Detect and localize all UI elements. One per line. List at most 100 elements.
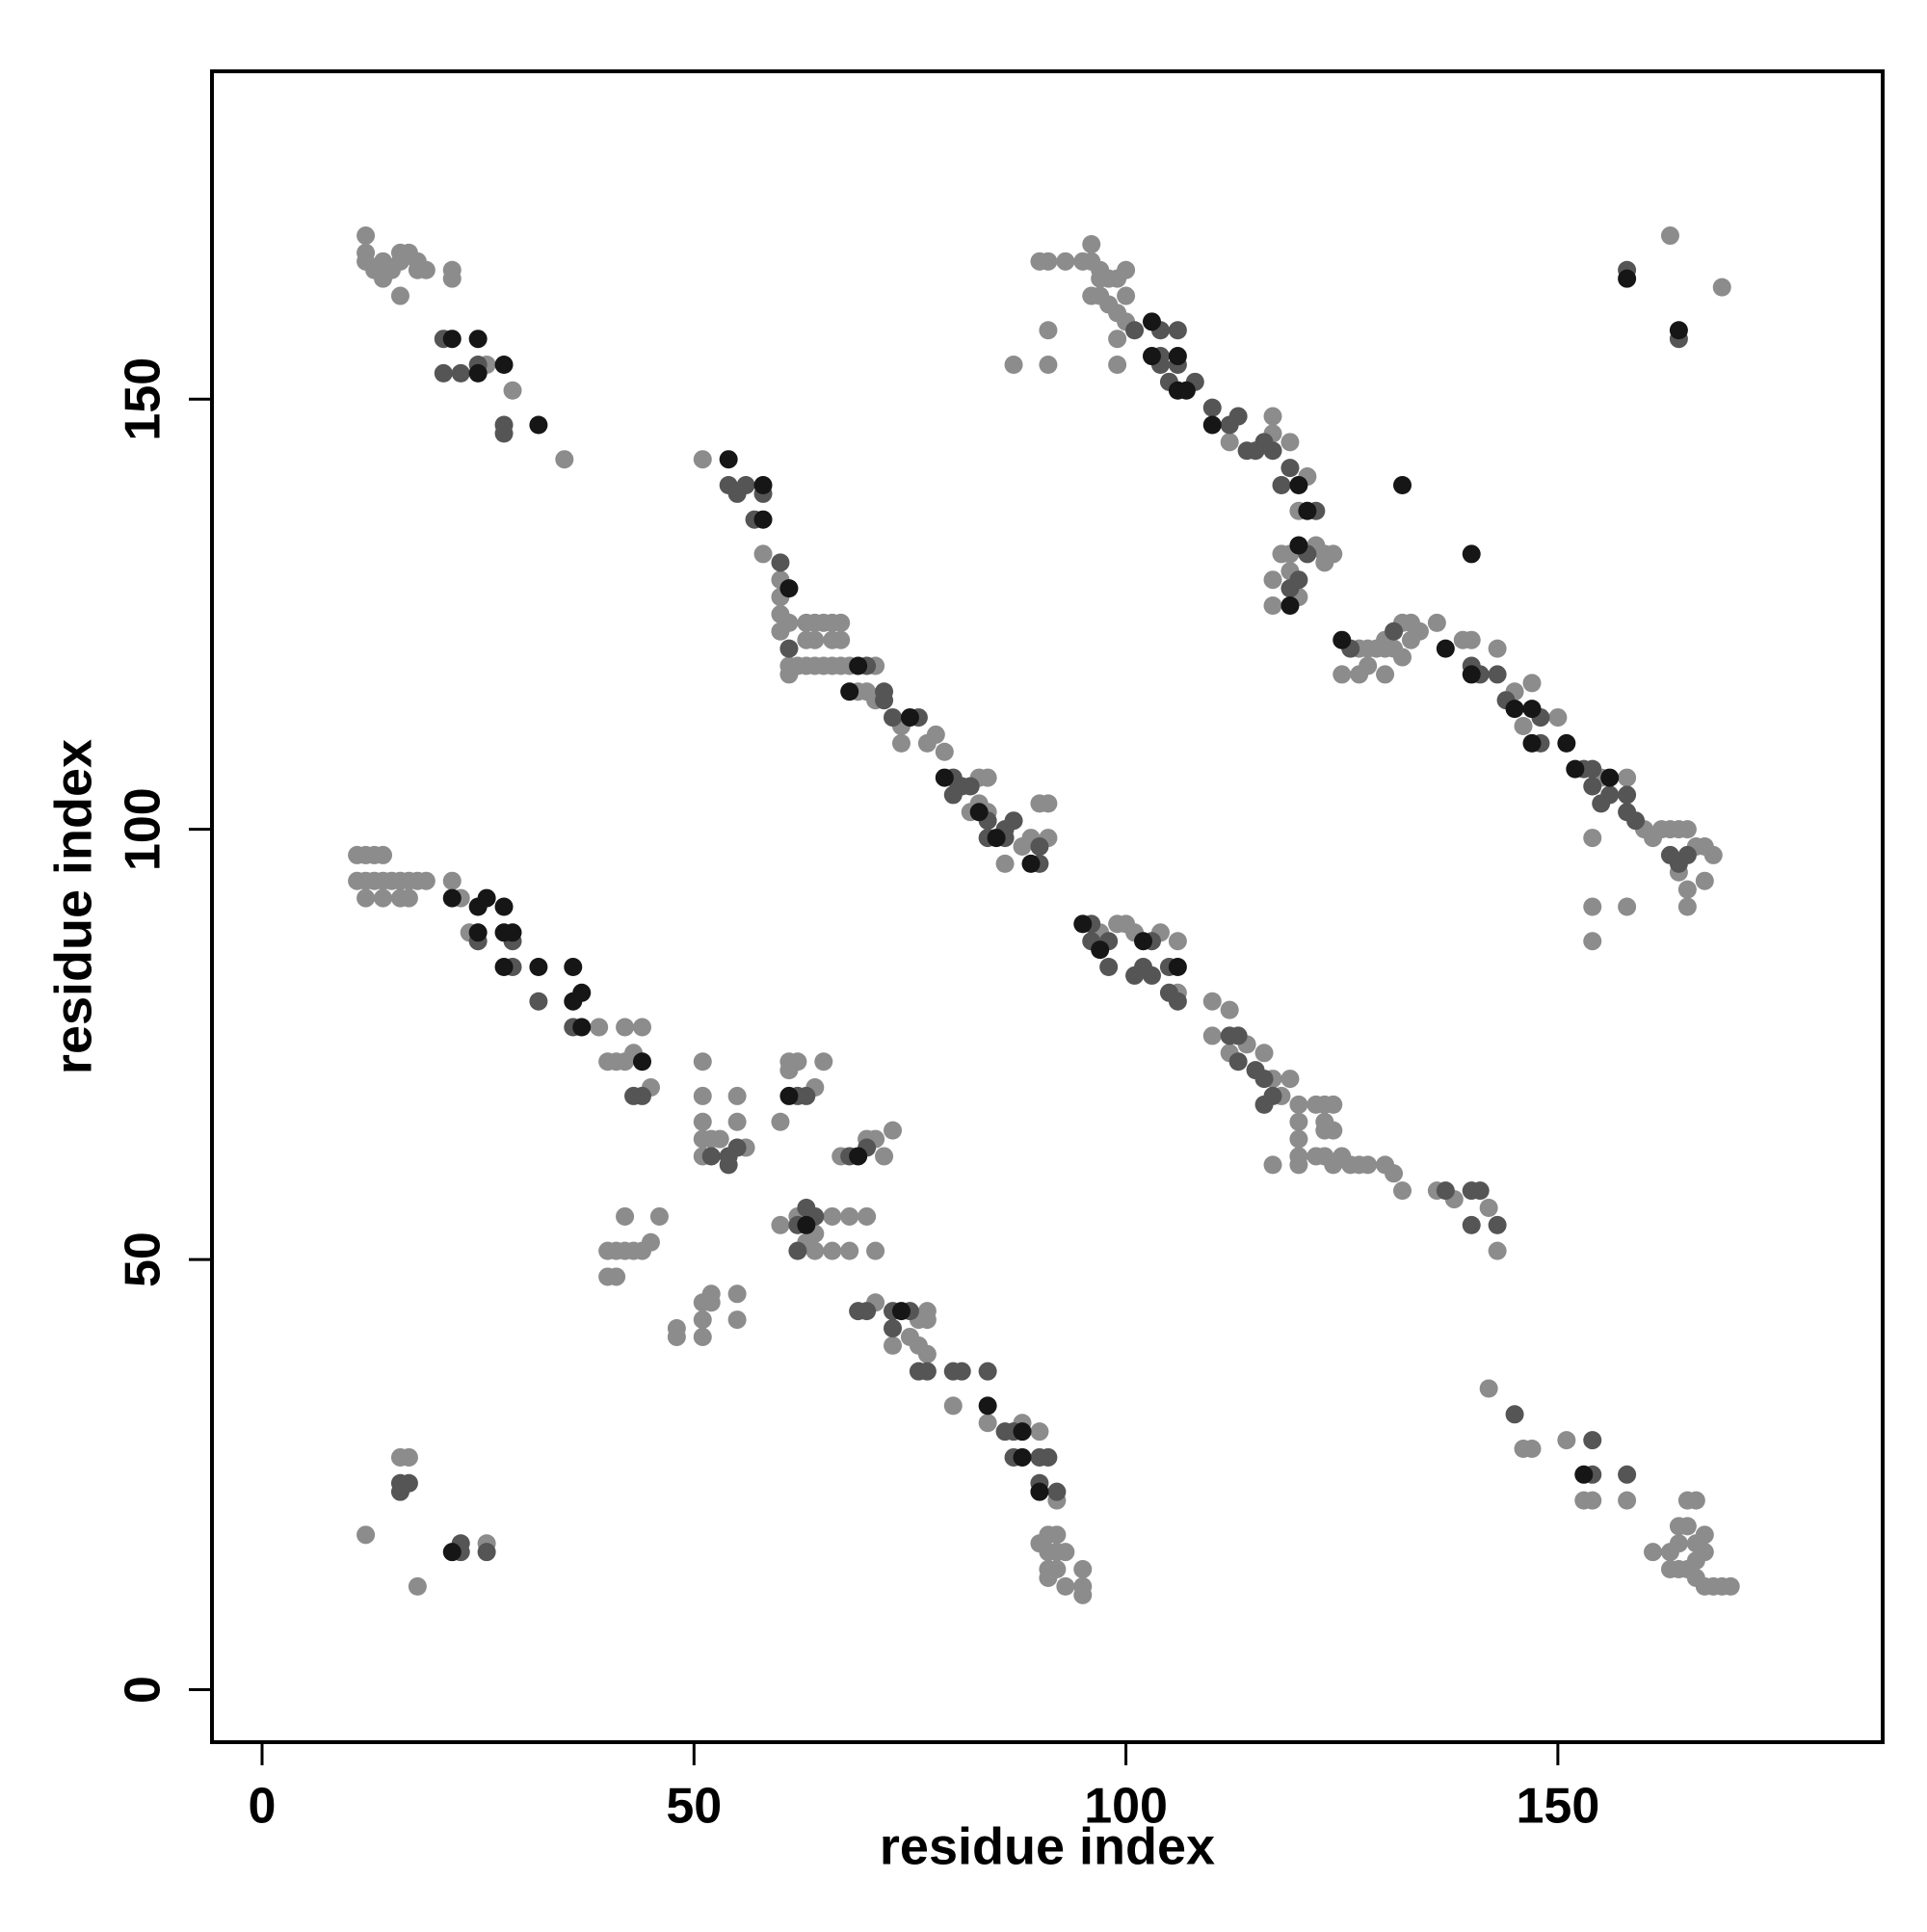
point [969, 803, 989, 822]
point [1660, 1543, 1679, 1562]
y-tick-label: 100 [116, 787, 172, 871]
point [1228, 407, 1248, 426]
point [1522, 733, 1542, 753]
point [1280, 433, 1300, 452]
point [667, 1319, 686, 1338]
point [1228, 1052, 1248, 1072]
point [356, 1525, 376, 1545]
point [1073, 914, 1093, 934]
point [1488, 665, 1507, 684]
point [1117, 286, 1136, 305]
point [952, 1362, 971, 1381]
point [1359, 1155, 1378, 1175]
point [978, 768, 997, 787]
point [1228, 1026, 1248, 1045]
point [858, 1206, 877, 1226]
point [693, 450, 712, 469]
point [1660, 226, 1679, 246]
point [1289, 1129, 1308, 1149]
point [1376, 665, 1395, 684]
point [1324, 1095, 1343, 1114]
point [1082, 234, 1101, 253]
point [779, 1086, 799, 1105]
point [1618, 1491, 1637, 1510]
point [399, 1447, 418, 1467]
point [832, 613, 851, 632]
point [1583, 897, 1602, 916]
point [1117, 260, 1136, 279]
point [494, 355, 514, 374]
point [1108, 330, 1127, 349]
point [1618, 785, 1637, 805]
point [1488, 1215, 1507, 1234]
x-tick-label: 50 [666, 1779, 722, 1835]
point [633, 1052, 652, 1072]
point [1677, 820, 1697, 839]
point [1289, 1155, 1308, 1175]
point [832, 630, 851, 649]
point [779, 613, 799, 632]
point [1176, 381, 1196, 400]
point [1039, 321, 1058, 340]
point [1039, 1447, 1058, 1467]
point [917, 1344, 937, 1363]
point [442, 871, 462, 890]
point [797, 1086, 816, 1105]
point [1686, 1491, 1705, 1510]
point [1073, 1585, 1093, 1604]
point [641, 1232, 660, 1252]
point [1462, 630, 1481, 649]
point [961, 777, 980, 796]
point [701, 1147, 721, 1166]
point [1263, 570, 1282, 590]
point [805, 1241, 825, 1260]
point [529, 958, 548, 977]
point [1030, 1422, 1049, 1442]
point [1677, 845, 1697, 864]
point [840, 682, 859, 701]
point [1142, 966, 1161, 985]
point [1021, 854, 1041, 873]
point [1695, 1525, 1714, 1545]
point [719, 450, 738, 469]
point [1514, 716, 1533, 735]
point [1134, 932, 1153, 951]
point [1618, 1465, 1637, 1484]
point [701, 1293, 721, 1312]
point [442, 269, 462, 288]
point [1583, 932, 1602, 951]
point [390, 1482, 409, 1501]
point [1099, 958, 1119, 977]
point [1505, 700, 1524, 719]
point [416, 871, 436, 890]
y-axis-label: residue index [44, 739, 102, 1074]
point [1600, 785, 1620, 805]
point [1333, 665, 1352, 684]
point [503, 381, 522, 400]
point [468, 923, 488, 942]
point [1220, 433, 1239, 452]
point [917, 1362, 937, 1381]
point [434, 363, 453, 383]
point [814, 1052, 833, 1072]
point [935, 742, 954, 761]
point [1039, 794, 1058, 813]
point [779, 639, 799, 658]
point [1030, 1482, 1049, 1501]
point [1392, 475, 1412, 494]
point [390, 286, 409, 305]
point [1202, 398, 1222, 417]
point [978, 1396, 997, 1416]
point [1272, 475, 1291, 494]
point [1168, 321, 1187, 340]
point [779, 1061, 799, 1080]
point [1168, 992, 1187, 1011]
point [1557, 733, 1576, 753]
point [1566, 759, 1585, 779]
point [1289, 570, 1308, 590]
point [771, 553, 790, 572]
point [884, 1319, 903, 1338]
point [1030, 836, 1049, 856]
plot-frame [210, 69, 1885, 1744]
point [1677, 897, 1697, 916]
